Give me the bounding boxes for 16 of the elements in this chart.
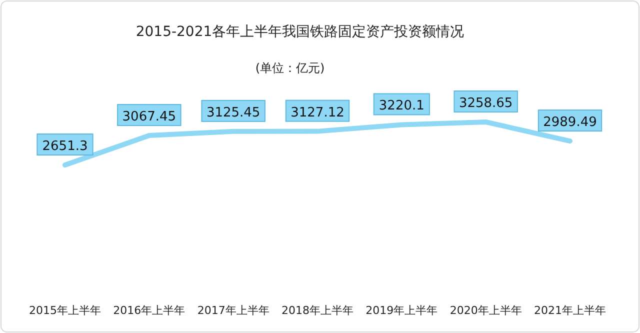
data-label: 3258.65: [458, 96, 513, 111]
chart-subtitle: (单位：亿元): [255, 61, 325, 75]
x-tick-label: 2015年上半年: [29, 304, 101, 317]
data-label: 3127.12: [290, 105, 344, 120]
data-label: 2989.49: [543, 115, 597, 130]
x-tick-label: 2020年上半年: [450, 304, 522, 317]
chart-title: 2015-2021各年上半年我国铁路固定资产投资额情况: [136, 24, 464, 40]
x-tick-label: 2021年上半年: [534, 304, 606, 317]
x-tick-label: 2018年上半年: [282, 304, 354, 317]
x-tick-label: 2017年上半年: [197, 304, 270, 317]
x-tick-label: 2019年上半年: [366, 304, 438, 317]
data-label: 3220.1: [378, 98, 424, 114]
data-label: 3067.45: [122, 110, 176, 125]
data-label: 2651.3: [42, 139, 88, 154]
x-tick-label: 2016年上半年: [113, 304, 186, 317]
data-label: 3125.45: [206, 105, 260, 120]
